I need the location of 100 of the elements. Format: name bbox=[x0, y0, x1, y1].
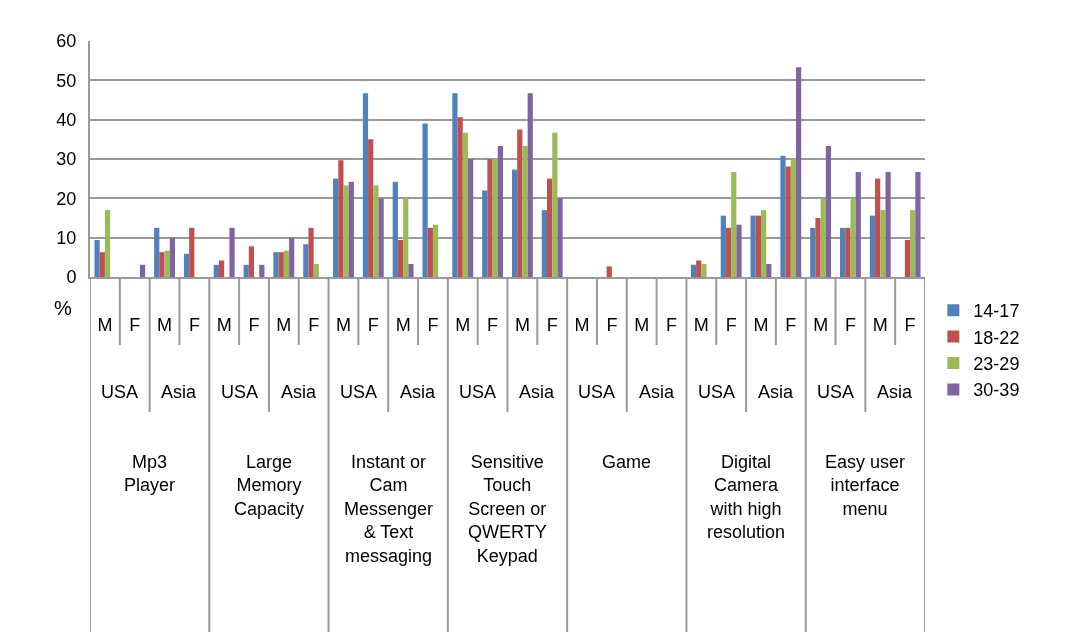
bar bbox=[557, 198, 563, 277]
bar bbox=[248, 246, 255, 277]
x-tick-label: F bbox=[725, 314, 737, 335]
bar bbox=[432, 224, 439, 277]
x-tick-label: F bbox=[129, 314, 141, 335]
bar bbox=[492, 159, 498, 277]
x-tick-label: F bbox=[785, 314, 797, 335]
bar bbox=[547, 178, 553, 277]
bar bbox=[720, 215, 726, 277]
x-tick-label: F bbox=[188, 314, 200, 335]
bar bbox=[845, 227, 851, 277]
x-tick-label: F bbox=[487, 314, 499, 335]
bar bbox=[427, 227, 433, 277]
x-tick-label: F bbox=[546, 314, 558, 335]
text: Sensitive Touch Screen or QWERTY Keypad bbox=[468, 452, 547, 566]
bar bbox=[343, 185, 349, 277]
bar bbox=[373, 185, 379, 277]
bar bbox=[850, 198, 856, 277]
bar bbox=[183, 253, 190, 277]
bar bbox=[696, 260, 702, 277]
bar bbox=[278, 252, 284, 277]
bar bbox=[303, 244, 309, 277]
bar bbox=[755, 215, 761, 277]
text: Asia bbox=[400, 382, 436, 402]
x-tick-label: F bbox=[904, 314, 916, 335]
bar bbox=[189, 227, 195, 277]
bar bbox=[229, 227, 235, 277]
text: Asia bbox=[877, 382, 913, 402]
x-tick-label: M bbox=[455, 314, 471, 335]
bar bbox=[368, 139, 374, 277]
x-tick-label: F bbox=[308, 314, 320, 335]
legend-label: 23-29 bbox=[973, 354, 1020, 375]
text: USA bbox=[459, 382, 497, 402]
bar bbox=[348, 181, 354, 277]
bar bbox=[308, 227, 314, 277]
x-tick-label: M bbox=[753, 314, 769, 335]
bar bbox=[408, 264, 414, 277]
y-tick-label: 60 bbox=[56, 31, 77, 52]
text: USA bbox=[698, 382, 736, 402]
y-tick-label: 10 bbox=[56, 227, 77, 248]
text: Asia bbox=[639, 382, 675, 402]
text: Mp3 Player bbox=[124, 452, 176, 496]
bar bbox=[362, 93, 369, 277]
bar bbox=[283, 250, 290, 277]
bar bbox=[825, 146, 832, 277]
bar bbox=[497, 146, 504, 277]
bar bbox=[169, 237, 175, 277]
bar bbox=[725, 227, 732, 277]
bar bbox=[218, 260, 225, 277]
x-tick-label: M bbox=[395, 314, 411, 335]
y-tick-label: 0 bbox=[66, 267, 77, 288]
bar bbox=[467, 159, 474, 277]
bar bbox=[904, 240, 911, 277]
text: Asia bbox=[161, 382, 197, 402]
x-tick-label: F bbox=[666, 314, 678, 335]
bar bbox=[552, 132, 558, 277]
bar bbox=[606, 266, 612, 277]
bar bbox=[487, 159, 493, 277]
bar bbox=[915, 171, 921, 277]
bar bbox=[701, 264, 707, 277]
bar bbox=[452, 93, 458, 277]
text: Asia bbox=[281, 382, 317, 402]
x-tick-label: F bbox=[367, 314, 379, 335]
bar bbox=[159, 252, 165, 277]
bar bbox=[820, 198, 826, 277]
bar bbox=[422, 123, 428, 277]
bar bbox=[796, 67, 802, 277]
y-axis-title: % bbox=[54, 297, 72, 319]
bar bbox=[527, 93, 533, 277]
bar bbox=[840, 227, 846, 277]
bar bbox=[378, 198, 384, 277]
bar bbox=[273, 252, 279, 277]
y-tick-label: 40 bbox=[56, 109, 77, 130]
bar bbox=[213, 264, 219, 277]
text: Large Memory Capacity bbox=[234, 452, 305, 519]
text: USA bbox=[221, 382, 259, 402]
bar bbox=[392, 181, 398, 277]
bar bbox=[338, 160, 344, 277]
bar bbox=[104, 210, 111, 277]
bar bbox=[541, 210, 548, 277]
bar bbox=[790, 159, 797, 277]
bar bbox=[731, 171, 737, 277]
text: USA bbox=[817, 382, 855, 402]
bar bbox=[760, 210, 767, 277]
text: Easy user interface menu bbox=[825, 452, 906, 519]
bar bbox=[243, 264, 249, 277]
bar bbox=[522, 146, 528, 277]
bar bbox=[855, 171, 861, 277]
x-tick-label: M bbox=[157, 314, 173, 335]
bar bbox=[313, 264, 319, 277]
bar bbox=[875, 178, 881, 277]
bar bbox=[139, 264, 146, 277]
text: Instant or Cam Messenger & Text messaging bbox=[344, 452, 434, 566]
x-tick-label: M bbox=[813, 314, 829, 335]
y-tick-label: 50 bbox=[56, 70, 77, 91]
bar bbox=[910, 210, 916, 277]
bar bbox=[766, 264, 772, 277]
x-tick-label: M bbox=[872, 314, 888, 335]
bar bbox=[99, 252, 105, 277]
x-tick-label: M bbox=[335, 314, 351, 335]
